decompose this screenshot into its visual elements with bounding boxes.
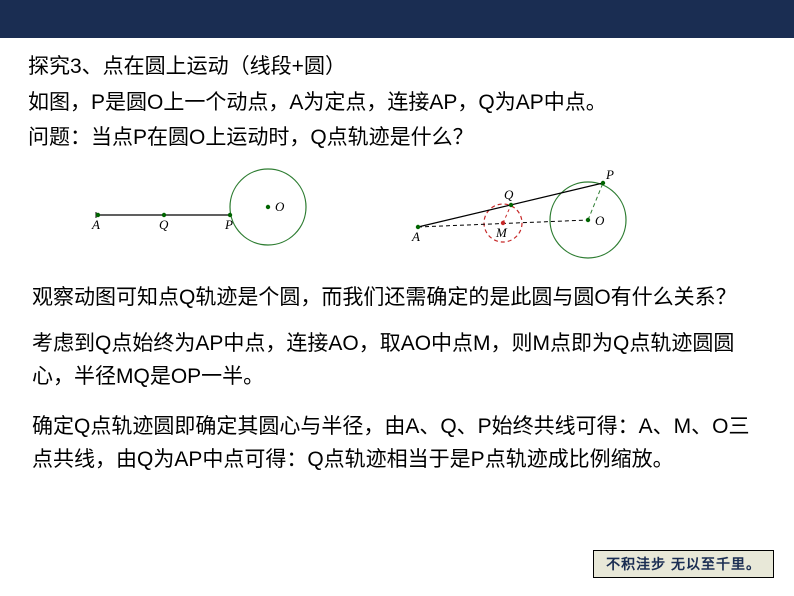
label-q: Q (159, 217, 169, 232)
diagram-right: A Q P O M (368, 165, 658, 270)
para-3: 确定Q点轨迹圆即确定其圆心与半径，由A、Q、P始终共线可得：A、M、O三点共线，… (28, 411, 766, 476)
label-o: O (275, 199, 285, 214)
label-q-r: Q (504, 187, 514, 202)
title-line: 探究3、点在圆上运动（线段+圆） (28, 50, 766, 84)
point-p-r (601, 181, 605, 185)
label-p-r: P (605, 167, 614, 182)
content-area: 探究3、点在圆上运动（线段+圆） 如图，P是圆O上一个动点，A为定点，连接AP，… (0, 38, 794, 477)
label-o-r: O (595, 213, 605, 228)
label-p: P (224, 217, 233, 232)
label-a: A (91, 217, 100, 232)
point-o-r (586, 218, 590, 222)
top-bar (0, 0, 794, 38)
diagram-left: A Q P O (68, 165, 318, 270)
problem-line-2: 问题：当点P在圆O上运动时，Q点轨迹是什么？ (28, 121, 766, 155)
diagram-right-svg: A Q P O M (368, 165, 658, 265)
line-mq-dashed (503, 205, 511, 223)
diagram-row: A Q P O (68, 165, 766, 270)
para-1: 观察动图可知点Q轨迹是个圆，而我们还需确定的是此圆与圆O有什么关系？ (28, 282, 766, 315)
para-2: 考虑到Q点始终为AP中点，连接AO，取AO中点M，则M点即为Q点轨迹圆圆心，半径… (28, 328, 766, 393)
diagram-left-svg: A Q P O (68, 165, 318, 255)
label-m-r: M (495, 225, 508, 240)
point-q-r (509, 203, 513, 207)
problem-line-1: 如图，P是圆O上一个动点，A为定点，连接AP，Q为AP中点。 (28, 86, 766, 120)
label-a-r: A (411, 229, 420, 244)
footer-quote: 不积洼步 无以至千里。 (593, 550, 774, 578)
point-o (266, 205, 270, 209)
